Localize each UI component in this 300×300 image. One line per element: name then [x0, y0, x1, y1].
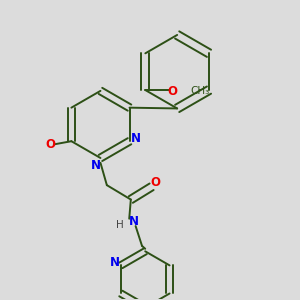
Text: N: N [129, 215, 139, 228]
Text: CH₃: CH₃ [190, 86, 209, 96]
Text: O: O [167, 85, 178, 98]
Text: N: N [131, 131, 141, 145]
Text: N: N [91, 158, 101, 172]
Text: N: N [110, 256, 120, 269]
Text: O: O [46, 138, 56, 151]
Text: H: H [116, 220, 124, 230]
Text: O: O [150, 176, 161, 189]
